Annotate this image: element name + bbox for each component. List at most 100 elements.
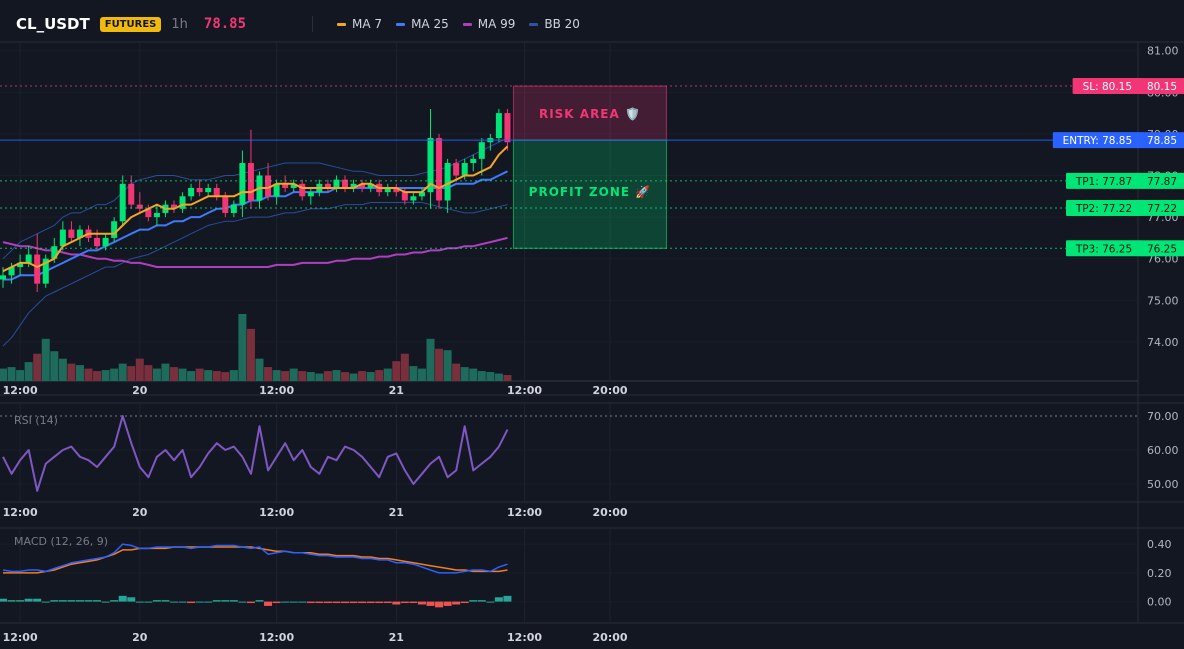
volume-bar [67,363,76,381]
time-axis-label: 20 [132,384,148,397]
macd-histogram-bar [383,601,392,604]
volume-bar [221,372,230,381]
candle-body [34,254,41,284]
legend-swatch [337,22,347,26]
macd-histogram-bar [469,600,478,602]
volume-bar [229,370,238,381]
volume-bar [469,368,478,381]
volume-bar [375,370,384,381]
macd-histogram-bar [75,600,84,602]
volume-bar [0,368,7,381]
level-tag-sl [1072,78,1142,95]
legend-item-ma99[interactable]: MA 99 [462,17,515,31]
volume-bar [195,368,204,381]
macd-histogram-bar [417,601,426,605]
header-divider [312,16,314,32]
level-tag-label: SL: 80.15 [1083,81,1132,93]
macd-histogram-bar [392,601,401,605]
volume-bar [212,371,221,381]
macd-histogram-bar [118,595,127,602]
candle-body [171,204,177,209]
macd-histogram-bar [135,601,144,603]
candle-body [273,183,280,197]
volume-bar [426,338,435,381]
volume-bar [101,370,110,381]
axis-price-label: 77.87 [1147,176,1177,188]
volume-bar [118,363,127,381]
candle-body [401,192,408,201]
macd-histogram-bar [409,601,418,604]
volume-bar [281,371,290,381]
candle-body [76,229,83,238]
macd-histogram-bar [341,601,349,604]
legend-item-ma25[interactable]: MA 25 [396,17,449,31]
candle-body [42,258,49,284]
macd-histogram-bar [84,600,93,602]
candle-body [342,179,348,188]
volume-bar [16,370,25,381]
volume-bar [460,367,469,381]
volume-bar [503,375,512,381]
volume-bar [238,314,247,381]
volume-bar [443,350,452,381]
time-axis-label: 12:00 [259,506,294,519]
macd-histogram-bar [349,601,358,604]
candle-body [410,196,417,201]
candle-body [188,187,195,197]
volume-bar [24,362,33,381]
axis-price-tag [1141,172,1184,189]
macd-histogram-bar [58,600,67,602]
legend-label: BB 20 [544,17,580,31]
legend-item-ma7[interactable]: MA 7 [337,17,382,31]
macd-histogram-bar [33,598,42,602]
candle-body [453,163,460,176]
macd-histogram-bar [67,600,76,602]
candle-body [94,237,101,247]
level-tag-tp1 [1066,172,1142,189]
candle-body [418,192,425,197]
volume-bar [50,351,59,381]
macd-histogram-bar [486,601,495,603]
candle-body [17,262,24,268]
bb-lower-line [2,202,508,347]
candle-body [25,254,32,263]
macd-title: MACD (12, 26, 9) [14,535,108,548]
candle-body [205,187,212,193]
level-tag-label: TP2: 77.22 [1075,203,1132,215]
macd-histogram-bar [187,601,196,604]
volume-bar [341,372,349,381]
chart-header: CL_USDT FUTURES 1h 78.85 MA 7 MA 25 MA 9… [16,12,580,36]
level-tag-entry [1052,132,1142,149]
time-axis-label: 12:00 [507,506,542,519]
volume-bar [41,338,50,381]
symbol-name[interactable]: CL_USDT [16,15,90,33]
candle-body [504,113,511,143]
profit-zone [512,139,667,249]
macd-histogram-bar [178,601,187,603]
timeframe-label[interactable]: 1h [171,16,188,32]
candle-body [478,142,485,159]
macd-histogram-bar [144,601,153,603]
legend-item-bb20[interactable]: BB 20 [529,17,580,31]
time-axis-label: 12:00 [259,384,294,397]
level-tag-label: ENTRY: 78.85 [1063,135,1132,147]
macd-histogram-bar [212,600,221,602]
profit-zone-label: PROFIT ZONE 🚀 [529,185,652,199]
candle-body [136,204,143,209]
legend-swatch [462,22,472,26]
macd-histogram-bar [375,601,384,604]
price-tick-label: 81.00 [1147,45,1179,58]
futures-badge: FUTURES [99,16,162,32]
axis-price-tag [1141,78,1184,95]
macd-histogram-bar [204,601,213,603]
volume-bar [323,371,332,381]
time-axis-label: 12:00 [3,631,38,644]
candle-body [282,183,289,188]
volume-bar [392,361,401,381]
candle-body [299,183,306,197]
macd-histogram-bar [0,598,7,602]
legend-label: MA 25 [411,17,449,31]
time-axis-label: 21 [389,506,404,519]
macd-histogram-bar [110,600,119,602]
